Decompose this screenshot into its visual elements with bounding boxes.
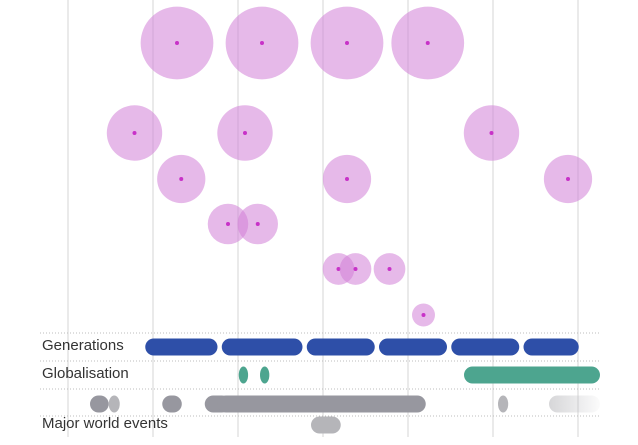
track-2-segment-1	[108, 395, 120, 413]
track-0-segment-2	[306, 338, 375, 356]
bubble-dot-2	[345, 41, 349, 45]
bubble-dot-12	[336, 267, 341, 271]
track-label-3: Major world events	[42, 415, 168, 432]
track-0-segment-4	[451, 338, 520, 356]
track-2-segment-4	[217, 395, 426, 413]
bubble-dot-5	[243, 131, 247, 135]
bubble-dot-11	[255, 222, 260, 226]
track-2-segment-2	[162, 395, 182, 413]
track-0-segment-3	[379, 338, 447, 356]
bubble-dot-6	[489, 131, 494, 135]
bubble-dot-15	[421, 313, 426, 317]
track-1-segment-1	[260, 366, 270, 384]
bubble-dot-4	[132, 131, 137, 135]
track-2-segment-0	[90, 395, 109, 413]
track-1-segment-0	[238, 366, 249, 384]
track-label-0: Generations	[42, 337, 124, 354]
track-2-segment-5	[498, 395, 509, 413]
bubble-dot-13	[353, 267, 358, 271]
track-1-segment-2	[464, 366, 600, 384]
track-label-1: Globalisation	[42, 365, 129, 382]
bubble-dot-14	[387, 267, 392, 271]
bubble-dot-10	[226, 222, 230, 226]
track-0-segment-0	[145, 338, 218, 356]
track-2-segment-6	[549, 395, 600, 413]
bubble-dot-1	[260, 41, 264, 45]
bubble-dot-7	[179, 177, 184, 181]
track-0-segment-5	[523, 338, 579, 356]
bubble-dot-8	[345, 177, 349, 181]
bubble-dot-3	[425, 41, 430, 45]
bubble-dot-9	[566, 177, 570, 181]
track-3-segment-0	[311, 416, 341, 434]
track-0-segment-1	[221, 338, 303, 356]
bubble-dot-0	[175, 41, 179, 45]
